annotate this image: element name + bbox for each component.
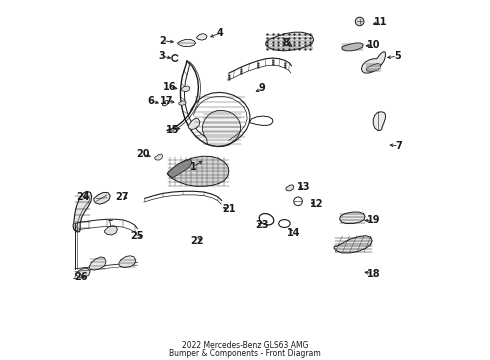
Text: 22: 22 [190,236,203,246]
Polygon shape [362,51,386,73]
Polygon shape [73,191,92,232]
Text: 10: 10 [367,40,381,50]
Text: 17: 17 [160,96,173,106]
Text: 27: 27 [116,192,129,202]
Polygon shape [181,86,190,92]
Text: 21: 21 [222,204,236,214]
Text: 19: 19 [367,215,380,225]
Text: 7: 7 [396,141,402,151]
Text: 14: 14 [287,228,300,238]
Text: 16: 16 [163,82,176,92]
Polygon shape [168,159,192,178]
Text: 2022 Mercedes-Benz GLS63 AMG: 2022 Mercedes-Benz GLS63 AMG [182,341,308,350]
Text: 4: 4 [217,28,223,38]
Text: 8: 8 [283,38,290,48]
Polygon shape [179,101,186,105]
Polygon shape [94,192,110,204]
Text: 23: 23 [255,220,269,230]
Polygon shape [196,33,207,40]
Polygon shape [188,118,200,130]
Text: 11: 11 [374,17,388,27]
Polygon shape [373,112,386,130]
Text: 26: 26 [74,272,88,282]
Text: 13: 13 [297,182,311,192]
Text: 20: 20 [136,149,149,159]
Polygon shape [334,236,372,253]
Text: 15: 15 [166,125,179,135]
Polygon shape [178,39,196,46]
Polygon shape [119,256,136,267]
Polygon shape [266,32,314,51]
Text: 2: 2 [159,36,166,46]
Text: 12: 12 [310,199,323,209]
Text: Bumper & Components - Front Diagram: Bumper & Components - Front Diagram [169,349,321,358]
Text: 18: 18 [367,269,380,279]
Text: 9: 9 [259,84,266,94]
Polygon shape [163,100,169,106]
Circle shape [355,17,364,26]
Polygon shape [340,212,365,224]
Polygon shape [89,257,106,270]
Polygon shape [202,110,241,146]
Text: 3: 3 [158,51,165,61]
Polygon shape [104,226,118,235]
Text: 6: 6 [148,96,154,106]
Polygon shape [155,154,163,160]
Text: 24: 24 [76,192,90,202]
Text: 5: 5 [394,51,401,61]
Polygon shape [167,156,229,186]
Text: 1: 1 [190,162,196,172]
Polygon shape [342,43,363,51]
Text: 25: 25 [130,231,144,242]
Polygon shape [366,63,380,72]
Polygon shape [286,185,294,191]
Polygon shape [75,268,90,277]
